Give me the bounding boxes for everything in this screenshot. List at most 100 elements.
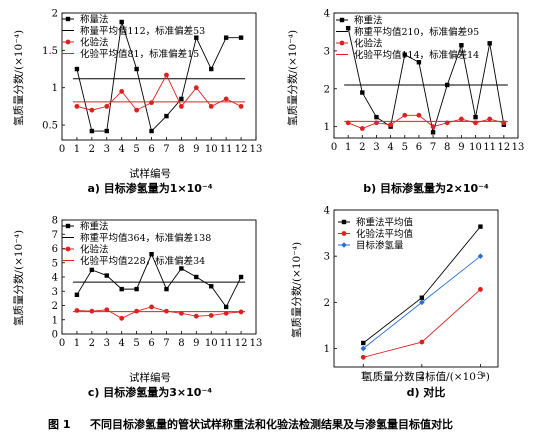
data-point: [208, 103, 214, 109]
figure-title: 不同目标渗氢量的管状试样称重法和化验法检测结果及与渗氢量目标值对比: [90, 417, 453, 431]
data-point: [477, 253, 484, 259]
series-line: [347, 114, 504, 130]
x-tick-label: 0: [59, 338, 65, 349]
data-point: [345, 25, 351, 31]
y-tick-label: 3: [324, 46, 330, 57]
plot-frame: [61, 12, 257, 141]
x-axis-label: 氢质量分数目标值/(×10⁻⁴): [362, 370, 490, 383]
x-tick-label: 10: [469, 142, 482, 153]
legend-entry: 化验平均值81，标准偏差15: [80, 48, 199, 60]
data-point: [179, 266, 184, 271]
data-point: [104, 307, 110, 313]
y-axis-label: 氢质量分数/(×10⁻⁴): [12, 30, 25, 126]
data-point: [430, 130, 436, 135]
series-line: [76, 74, 242, 111]
legend-marker: [65, 223, 71, 229]
data-point: [223, 96, 229, 102]
data-point: [359, 126, 365, 131]
series-line: [76, 306, 242, 319]
legend-entry: 化验法: [354, 38, 383, 50]
data-point: [209, 284, 214, 289]
x-tick-label: 11: [220, 144, 233, 155]
y-axis-label: 氢质量分数/(×10⁻⁴): [12, 230, 25, 326]
data-point: [74, 66, 80, 72]
x-tick-label: 3: [477, 371, 483, 382]
y-tick-label: 2: [324, 84, 330, 95]
data-point: [134, 66, 139, 72]
data-point: [149, 304, 154, 310]
series-line: [76, 21, 242, 132]
data-point: [193, 85, 199, 91]
series-0: [74, 252, 244, 310]
panel-caption: c) 目标渗氢量为3×10⁻⁴: [88, 385, 212, 399]
data-point: [74, 103, 80, 109]
legend-entry: 称重法: [80, 221, 109, 233]
panel-caption: b) 目标渗氢量为2×10⁻⁴: [363, 181, 489, 195]
data-point: [223, 35, 229, 40]
series-line: [76, 253, 242, 308]
y-tick-label: 2: [324, 298, 330, 309]
x-tick-label: 4: [387, 142, 393, 153]
data-point: [419, 339, 425, 345]
legend-entry: 称重平均值364，标准偏差138: [80, 232, 211, 244]
x-axis-label: 试样编号: [129, 371, 171, 384]
x-tick-label: 13: [512, 142, 525, 153]
data-point: [89, 107, 95, 113]
x-tick-label: 8: [178, 144, 184, 155]
x-tick-label: 2: [89, 338, 95, 349]
data-point: [89, 128, 95, 134]
y-tick-label: 5: [52, 258, 58, 269]
x-tick-label: 5: [402, 142, 408, 153]
legend-marker: [341, 231, 347, 236]
data-point: [134, 107, 140, 113]
y-tick-label: 4: [52, 273, 58, 284]
y-tick-label: 1: [52, 315, 58, 326]
y-tick-label: 4: [324, 206, 330, 217]
y-tick-label: 2: [52, 301, 58, 312]
x-tick-label: 11: [483, 142, 496, 153]
x-tick-label: 7: [430, 142, 436, 153]
legend-entry: 目标渗氢量: [356, 240, 404, 252]
x-tick-label: 1: [360, 371, 366, 382]
data-point: [104, 103, 110, 109]
y-tick-label: 0.5: [42, 121, 58, 132]
x-tick-label: 3: [104, 338, 110, 349]
data-point: [223, 304, 229, 310]
data-point: [487, 41, 492, 46]
data-point: [119, 89, 125, 94]
x-tick-label: 1: [74, 144, 80, 155]
y-tick-label: 7: [52, 230, 58, 241]
x-tick-label: 3: [104, 144, 110, 155]
x-tick-label: 13: [250, 338, 263, 349]
data-point: [74, 292, 80, 298]
data-point: [416, 112, 422, 118]
data-point: [119, 286, 124, 292]
data-point: [402, 52, 407, 57]
x-axis-label: 试样编号: [129, 167, 171, 180]
data-point: [473, 114, 478, 120]
panel-caption: d) 对比: [407, 385, 446, 399]
x-tick-label: 1: [74, 338, 80, 349]
data-point: [164, 113, 169, 119]
data-point: [178, 310, 184, 316]
x-tick-label: 5: [133, 338, 139, 349]
x-tick-label: 4: [119, 338, 125, 349]
data-point: [238, 35, 244, 40]
legend-marker: [65, 39, 71, 45]
x-tick-label: 3: [373, 142, 379, 153]
legend-entry: 化验平均值114，标准偏差14: [354, 49, 479, 61]
x-tick-label: 6: [148, 144, 154, 155]
legend-entry: 称量法: [80, 14, 109, 26]
x-tick-label: 1: [345, 142, 351, 153]
data-point: [478, 224, 483, 229]
y-tick-label: 8: [52, 216, 58, 227]
chart-panel-a: 0 1 2 3 4 5 6 7 8 9 10 11 12 130.511.52试样编号氢质量分数/(×10…: [12, 9, 262, 196]
data-point: [360, 90, 365, 95]
y-tick-label: 3: [52, 287, 58, 298]
x-tick-label: 7: [163, 144, 169, 155]
y-axis-label: 氢质量分数/(×10⁻⁴): [290, 242, 303, 338]
x-tick-label: 13: [250, 144, 263, 155]
